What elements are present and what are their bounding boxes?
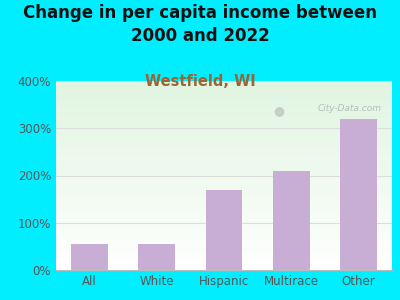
Text: Westfield, WI: Westfield, WI: [145, 74, 255, 88]
Text: ●: ●: [274, 104, 284, 117]
Bar: [273, 171, 310, 270]
Bar: [340, 119, 377, 270]
Bar: [138, 244, 175, 270]
Bar: [206, 190, 242, 270]
Text: Change in per capita income between
2000 and 2022: Change in per capita income between 2000…: [23, 4, 377, 45]
Text: City-Data.com: City-Data.com: [318, 104, 382, 113]
Bar: [71, 244, 108, 270]
